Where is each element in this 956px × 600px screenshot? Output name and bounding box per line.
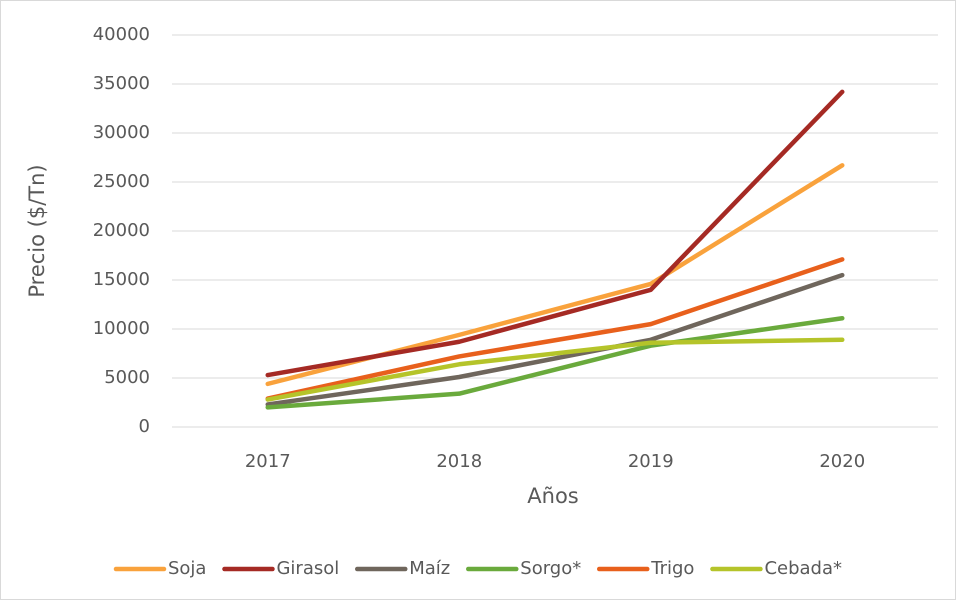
y-tick-label: 25000 (93, 171, 150, 192)
y-tick-label: 0 (139, 416, 150, 437)
y-tick-label: 35000 (93, 73, 150, 94)
y-tick-label: 15000 (93, 269, 150, 290)
x-tick-label: 2019 (628, 451, 674, 472)
series-line (265, 315, 845, 410)
x-axis-title: Años (527, 484, 578, 508)
y-tick-label: 40000 (93, 24, 150, 45)
x-tick-label: 2018 (436, 451, 482, 472)
series-line (265, 89, 845, 378)
y-tick-label: 30000 (93, 122, 150, 143)
y-tick-label: 10000 (93, 318, 150, 339)
legend-label: Girasol (276, 558, 339, 579)
legend-label: Soja (168, 558, 206, 579)
legend-label: Maíz (409, 558, 450, 579)
legend-label: Sorgo* (520, 558, 581, 579)
legend-label: Cebada* (764, 558, 842, 579)
x-tick-label: 2020 (819, 451, 865, 472)
x-tick-label: 2017 (245, 451, 291, 472)
y-tick-label: 5000 (104, 367, 150, 388)
y-axis-title: Precio ($/Tn) (25, 164, 49, 297)
series-line (265, 272, 845, 407)
y-tick-label: 20000 (93, 220, 150, 241)
series-line (265, 337, 845, 402)
legend-label: Trigo (650, 558, 694, 579)
series-line (265, 257, 845, 401)
